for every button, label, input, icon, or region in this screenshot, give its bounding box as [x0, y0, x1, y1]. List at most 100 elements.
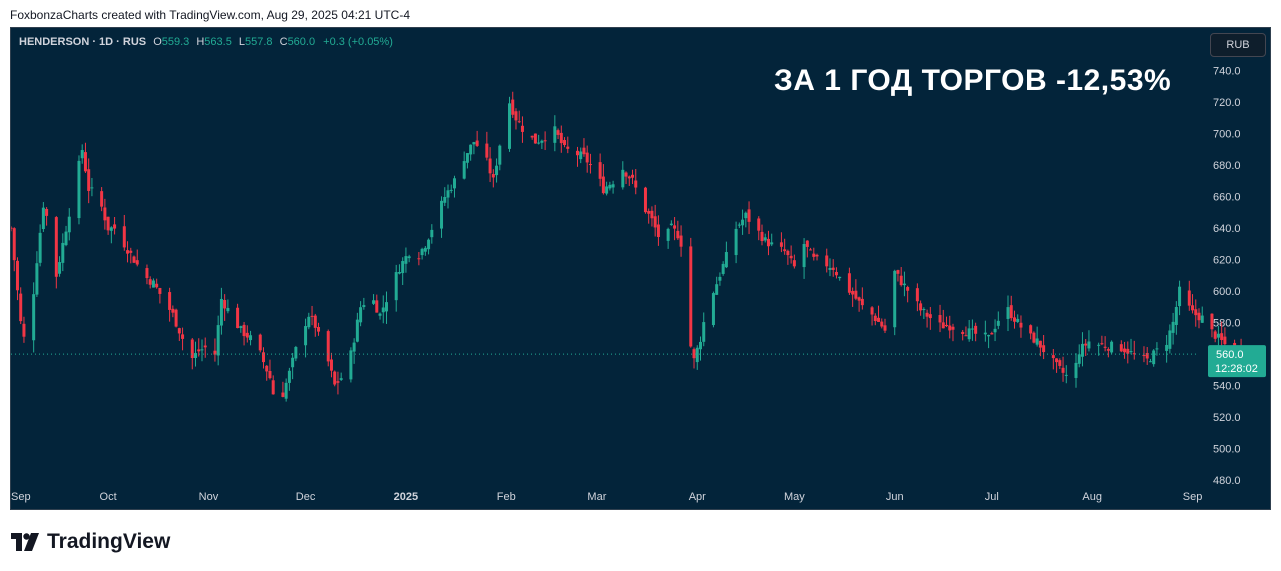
candle-body: [634, 180, 638, 188]
candle-body: [508, 103, 512, 149]
candle-body: [359, 307, 363, 323]
candle-body: [122, 226, 126, 248]
candle-body: [779, 242, 783, 247]
candle-body: [741, 219, 745, 226]
candle-body: [676, 230, 680, 239]
candle-body: [854, 290, 858, 299]
candle-body: [155, 283, 159, 288]
candle-body: [621, 169, 625, 188]
candle-body: [100, 191, 104, 207]
candle-body: [721, 263, 725, 274]
x-tick-label: Feb: [497, 491, 516, 503]
candle-body: [449, 189, 453, 191]
candle-body: [287, 370, 291, 383]
candle-body: [11, 227, 13, 229]
candle-body: [747, 209, 751, 222]
candle-body: [880, 321, 884, 327]
candle-body: [857, 297, 861, 301]
candle-body: [520, 125, 524, 132]
candle-body: [304, 326, 308, 346]
candle-body: [643, 187, 647, 213]
candle-body: [757, 218, 761, 231]
candlestick-chart[interactable]: 740.0 720.0 700.0 680.0 660.0 640.0 620.0 600.0…: [11, 28, 1270, 509]
candle-body: [825, 255, 829, 267]
candle-body: [19, 293, 23, 322]
candle-body: [362, 305, 366, 308]
candle-body: [1061, 367, 1065, 373]
chart-credit: FoxbonzaCharts created with TradingView.…: [10, 8, 411, 22]
candle-body: [375, 300, 379, 313]
chart-panel[interactable]: 740.0 720.0 700.0 680.0 660.0 640.0 620.0 600.0…: [10, 27, 1271, 510]
candle-body: [711, 293, 715, 326]
candle-body: [446, 190, 450, 198]
currency-button[interactable]: RUB: [1210, 33, 1266, 57]
x-tick-label: Oct: [100, 491, 117, 503]
candle-body: [1087, 341, 1091, 349]
candle-body: [420, 248, 424, 256]
candle-body: [987, 335, 991, 337]
y-tick-label: 680.0: [1213, 160, 1241, 172]
candle-body: [145, 268, 149, 279]
candle-body: [236, 307, 240, 329]
x-tick-label: Jul: [985, 491, 999, 503]
candle-body: [945, 324, 949, 327]
candle-body: [902, 283, 906, 286]
candle-body: [1042, 345, 1046, 353]
candle-body: [692, 349, 696, 359]
tradingview-wordmark: TradingView: [47, 530, 171, 553]
candle-body: [223, 299, 227, 309]
candle-body: [1129, 351, 1133, 353]
candle-body: [67, 216, 71, 233]
candle-body: [1145, 353, 1149, 359]
tradingview-logo[interactable]: TradingView: [11, 530, 170, 554]
candle-body: [588, 164, 592, 166]
candle-body: [1152, 350, 1156, 365]
candle-body: [1119, 344, 1123, 352]
y-tick-label: 660.0: [1213, 192, 1241, 204]
candle-body: [61, 242, 65, 263]
y-tick-label: 580.0: [1213, 318, 1241, 330]
chart-overlay-title: ЗА 1 ГОД ТОРГОВ -12,53%: [774, 64, 1172, 97]
symbol-legend[interactable]: HENDERSON · 1D · RUS O559.3 H563.5 L557.…: [19, 36, 393, 48]
candle-body: [213, 350, 217, 355]
candle-body: [151, 280, 155, 288]
candle-body: [919, 303, 923, 311]
x-tick-label: Dec: [296, 491, 316, 503]
candle-body: [906, 287, 910, 291]
candle-body: [219, 298, 223, 326]
candle-body: [1171, 321, 1175, 333]
candle-body: [1055, 358, 1059, 363]
candle-body: [1035, 338, 1039, 345]
candle-body: [181, 334, 185, 339]
candle-body: [64, 231, 68, 246]
candle-body: [58, 262, 62, 274]
y-tick-label: 540.0: [1213, 381, 1241, 393]
candle-body: [355, 319, 359, 342]
candle-body: [896, 270, 900, 274]
y-tick-label: 500.0: [1213, 444, 1241, 456]
candle-body: [177, 328, 181, 334]
candle-body: [718, 276, 722, 281]
tradingview-icon: [11, 533, 39, 551]
y-tick-label: 700.0: [1213, 129, 1241, 141]
candle-body: [1197, 312, 1201, 321]
candle-body: [631, 174, 635, 178]
candle-body: [647, 210, 651, 214]
candle-body: [349, 350, 353, 380]
symbol-title[interactable]: HENDERSON · 1D · RUS: [19, 36, 147, 48]
candle-body: [967, 328, 971, 340]
candle-body: [851, 290, 855, 295]
candle-body: [38, 232, 42, 263]
last-price-tag: [1208, 345, 1266, 378]
candle-body: [268, 370, 272, 379]
candle-body: [1084, 343, 1088, 346]
candle-body: [77, 160, 81, 219]
candle-body: [831, 267, 835, 270]
candle-body: [41, 207, 45, 230]
candle-body: [760, 231, 764, 242]
candle-body: [310, 315, 314, 317]
change-value: +0.3 (+0.05%): [323, 36, 393, 48]
candle-body: [15, 260, 19, 291]
candle-body: [1191, 305, 1195, 311]
candle-body: [404, 256, 408, 264]
